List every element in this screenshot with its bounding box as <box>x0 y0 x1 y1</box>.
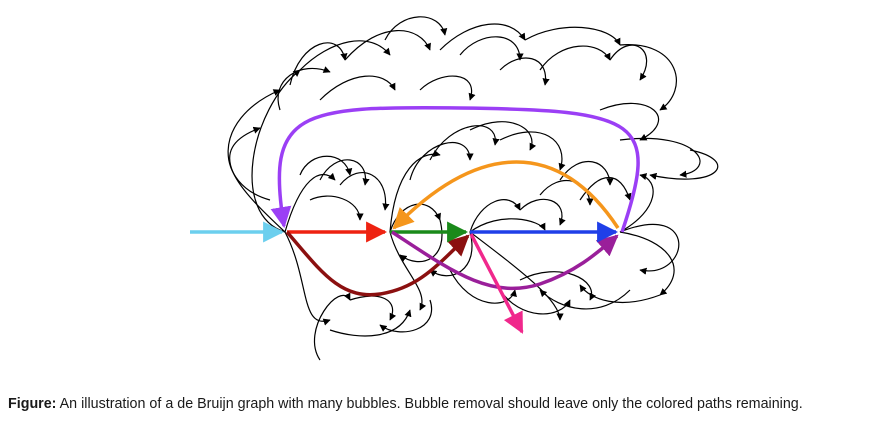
pink-exit-edge <box>469 233 524 334</box>
figure-caption: Figure: An illustration of a de Bruijn g… <box>8 396 893 412</box>
purple-top-loop-edge <box>270 105 640 233</box>
bubble-edges <box>227 16 719 361</box>
caption-lead: Figure: <box>8 396 57 412</box>
orange-back-edge <box>392 160 620 230</box>
de-bruijn-graph-diagram <box>190 16 719 361</box>
dark-red-path-edge <box>285 230 470 297</box>
magenta-path-edge <box>391 230 619 291</box>
caption-text: An illustration of a de Bruijn graph wit… <box>56 396 803 412</box>
